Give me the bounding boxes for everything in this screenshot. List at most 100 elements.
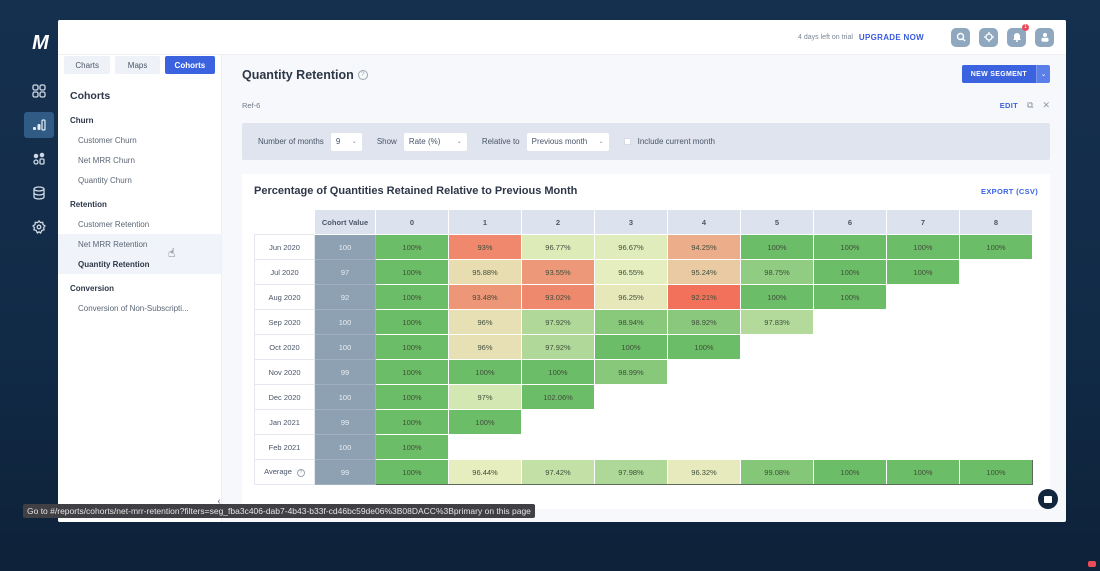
target-icon[interactable] xyxy=(979,27,998,47)
new-segment-button[interactable]: NEW SEGMENT xyxy=(961,65,1036,83)
retention-cell[interactable]: 100% xyxy=(740,234,814,260)
retention-cell[interactable]: 98.75% xyxy=(740,259,814,285)
retention-cell[interactable]: 100% xyxy=(667,334,741,360)
sidebar-item-net-mrr-churn[interactable]: Net MRR Churn xyxy=(78,155,135,165)
dashboard-icon[interactable] xyxy=(24,78,54,104)
retention-cell[interactable]: 96.67% xyxy=(594,234,668,260)
empty-cell xyxy=(595,435,668,460)
tab-charts[interactable]: Charts xyxy=(64,56,111,74)
retention-cell[interactable]: 98.94% xyxy=(594,309,668,335)
retention-cell[interactable]: 96% xyxy=(448,309,522,335)
help-icon[interactable]: ? xyxy=(357,70,368,80)
notifications-bell-icon[interactable]: 1 xyxy=(1007,23,1029,47)
sidebar-item-customer-churn[interactable]: Customer Churn xyxy=(78,135,137,145)
empty-cell xyxy=(887,285,960,310)
data-icon[interactable] xyxy=(24,180,54,206)
retention-cell[interactable]: 100% xyxy=(448,409,522,435)
retention-cell[interactable]: 100% xyxy=(448,359,522,385)
retention-cell[interactable]: 96.77% xyxy=(521,234,595,260)
retention-cell[interactable]: 100% xyxy=(813,284,887,310)
retention-cell[interactable]: 96.44% xyxy=(448,459,522,485)
retention-cell[interactable]: 100% xyxy=(375,259,449,285)
retention-cell[interactable]: 97.98% xyxy=(594,459,668,485)
retention-cell[interactable]: 94.25% xyxy=(667,234,741,260)
retention-cell[interactable]: 100% xyxy=(375,309,449,335)
sidebar-item-net-mrr-retention[interactable]: Net MRR Retention xyxy=(58,234,221,254)
retention-cell[interactable]: 93.55% xyxy=(521,259,595,285)
chevron-down-icon: ⌄ xyxy=(456,139,462,145)
retention-cell[interactable]: 100% xyxy=(375,409,449,435)
retention-cell[interactable]: 93% xyxy=(448,234,522,260)
retention-cell[interactable]: 97.92% xyxy=(521,309,595,335)
retention-cell[interactable]: 100% xyxy=(959,459,1033,485)
retention-cell[interactable]: 100% xyxy=(886,259,960,285)
retention-cell[interactable]: 95.24% xyxy=(667,259,741,285)
retention-cell[interactable]: 100% xyxy=(813,259,887,285)
retention-cell[interactable]: 100% xyxy=(375,384,449,410)
retention-cell[interactable]: 100% xyxy=(375,459,449,485)
collapse-panel-chevron-icon[interactable]: ‹ xyxy=(217,496,221,507)
export-csv-link[interactable]: EXPORT (CSV) xyxy=(981,187,1038,196)
retention-cell[interactable]: 98.92% xyxy=(667,309,741,335)
reports-icon[interactable] xyxy=(24,112,54,138)
retention-cell[interactable]: 95.88% xyxy=(448,259,522,285)
include-current-month-label[interactable]: Include current month xyxy=(637,137,715,146)
help-icon[interactable]: ? xyxy=(296,469,305,477)
sidebar-item-conversion-non-subscription[interactable]: Conversion of Non-Subscripti... xyxy=(78,303,189,313)
show-select[interactable]: Rate (%) ⌄ xyxy=(403,132,467,151)
retention-cell[interactable]: 100% xyxy=(813,234,887,260)
column-header-month-4: 4 xyxy=(667,209,741,235)
retention-cell[interactable]: 93.48% xyxy=(448,284,522,310)
retention-cell[interactable]: 97.42% xyxy=(521,459,595,485)
tab-maps[interactable]: Maps xyxy=(115,56,160,74)
new-segment-dropdown-chevron-icon[interactable]: ⌄ xyxy=(1036,65,1050,83)
retention-cell[interactable]: 100% xyxy=(740,284,814,310)
retention-cell[interactable]: 100% xyxy=(594,334,668,360)
retention-cell[interactable]: 93.02% xyxy=(521,284,595,310)
cohort-label: Jun 2020 xyxy=(254,234,315,260)
retention-cell[interactable]: 96% xyxy=(448,334,522,360)
sidebar-item-customer-retention[interactable]: Customer Retention xyxy=(78,219,150,229)
user-avatar-icon[interactable] xyxy=(1035,27,1054,47)
retention-cell[interactable]: 100% xyxy=(375,359,449,385)
empty-cell xyxy=(668,360,741,385)
retention-cell[interactable]: 102.06% xyxy=(521,384,595,410)
retention-cell[interactable]: 100% xyxy=(521,359,595,385)
table-row: Dec 2020 100 100% 97% 102.06% xyxy=(254,384,1033,410)
retention-cell[interactable]: 97.92% xyxy=(521,334,595,360)
retention-cell[interactable]: 96.55% xyxy=(594,259,668,285)
empty-cell xyxy=(960,285,1033,310)
duplicate-icon[interactable]: ⧉ xyxy=(1027,100,1034,110)
sidebar-item-quantity-retention[interactable]: Quantity Retention xyxy=(58,254,221,274)
column-header-month-6: 6 xyxy=(813,209,887,235)
edit-segment-link[interactable]: EDIT xyxy=(999,101,1019,110)
retention-cell[interactable]: 100% xyxy=(375,434,449,460)
include-current-month-checkbox[interactable] xyxy=(623,138,631,145)
retention-cell[interactable]: 100% xyxy=(813,459,887,485)
chat-support-icon[interactable] xyxy=(1038,489,1058,509)
tab-cohorts[interactable]: Cohorts xyxy=(164,56,215,74)
close-icon[interactable]: ✕ xyxy=(1042,100,1050,110)
retention-cell[interactable]: 98.99% xyxy=(594,359,668,385)
retention-cell[interactable]: 96.32% xyxy=(667,459,741,485)
retention-cell[interactable]: 99.08% xyxy=(740,459,814,485)
relative-to-select[interactable]: Previous month ⌄ xyxy=(526,132,609,151)
retention-cell[interactable]: 97.83% xyxy=(740,309,814,335)
retention-cell[interactable]: 100% xyxy=(375,284,449,310)
retention-cell[interactable]: 100% xyxy=(886,459,960,485)
app-logo[interactable]: M xyxy=(32,32,49,54)
retention-cell[interactable]: 92.21% xyxy=(667,284,741,310)
retention-cell[interactable]: 100% xyxy=(886,234,960,260)
settings-icon[interactable] xyxy=(24,214,54,240)
search-icon[interactable] xyxy=(951,27,970,47)
retention-cell[interactable]: 100% xyxy=(959,234,1033,260)
retention-cell[interactable]: 97% xyxy=(448,384,522,410)
retention-cell[interactable]: 96.25% xyxy=(594,284,668,310)
customers-icon[interactable] xyxy=(24,146,54,172)
upgrade-now-link[interactable]: UPGRADE NOW xyxy=(858,32,924,42)
retention-cell[interactable]: 100% xyxy=(375,234,449,260)
retention-cell[interactable]: 100% xyxy=(375,334,449,360)
months-select[interactable]: 9 ⌄ xyxy=(330,132,362,151)
sidebar-item-quantity-churn[interactable]: Quantity Churn xyxy=(78,175,132,185)
cohort-label: Oct 2020 xyxy=(254,334,315,360)
